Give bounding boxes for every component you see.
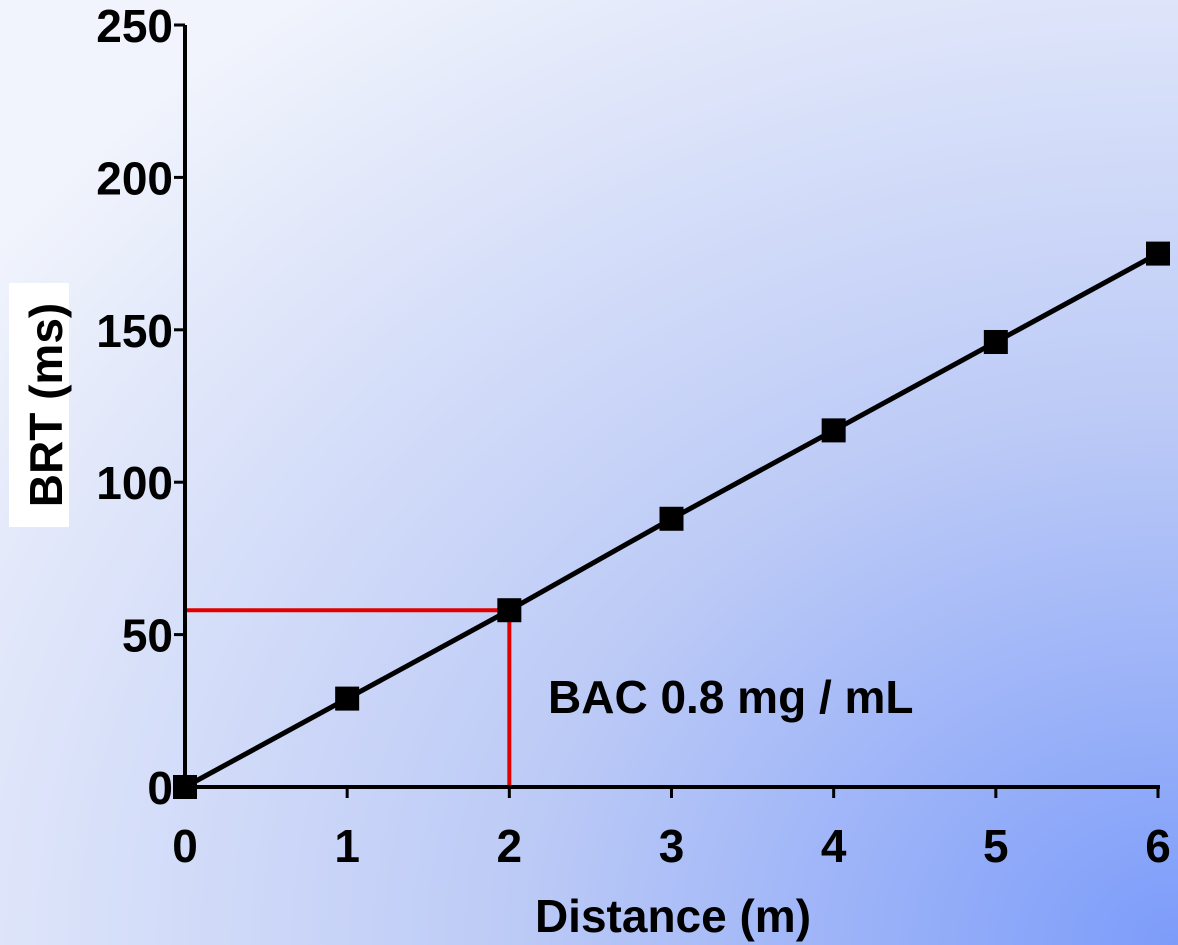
y-tick-label-150: 150: [96, 305, 173, 357]
tick-labels: 0 50 100 150 200 250 0 1 2 3 4 5 6: [96, 0, 1171, 872]
data-point-5: [983, 329, 1008, 354]
x-tick-label-1: 1: [334, 820, 360, 872]
y-axis-title: BRT (ms): [20, 303, 72, 507]
x-tick-label-6: 6: [1145, 820, 1171, 872]
data-point-4: [821, 418, 846, 443]
y-tick-label-250: 250: [96, 0, 173, 52]
y-tick-label-0: 0: [147, 762, 173, 814]
y-tick-label-50: 50: [122, 610, 173, 662]
x-tick-label-0: 0: [172, 820, 198, 872]
data-point-3: [659, 506, 684, 531]
y-tick-label-200: 200: [96, 152, 173, 204]
series: [173, 241, 1170, 799]
axes: [174, 23, 1160, 798]
data-point-6: [1146, 241, 1170, 266]
data-point-0: [173, 775, 197, 799]
x-tick-label-5: 5: [983, 820, 1009, 872]
data-point-1: [335, 686, 360, 711]
y-tick-label-100: 100: [96, 457, 173, 509]
annotation-text: BAC 0.8 mg / mL: [548, 671, 914, 723]
highlight-guides: [185, 608, 512, 787]
x-tick-label-3: 3: [659, 820, 685, 872]
x-axis-title: Distance (m): [535, 890, 811, 942]
y-axis-title-backdrop: [9, 283, 69, 527]
x-tick-label-2: 2: [497, 820, 523, 872]
x-tick-label-4: 4: [821, 820, 847, 872]
data-point-2: [497, 598, 522, 623]
